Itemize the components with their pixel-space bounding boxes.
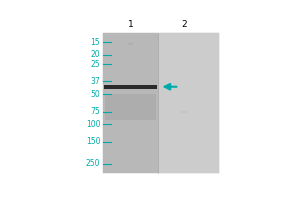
FancyBboxPatch shape [104, 85, 157, 89]
Text: 150: 150 [86, 137, 100, 146]
FancyBboxPatch shape [103, 33, 219, 173]
FancyBboxPatch shape [103, 33, 158, 173]
FancyBboxPatch shape [105, 94, 156, 120]
Text: 1: 1 [128, 20, 134, 29]
Ellipse shape [179, 111, 189, 113]
Text: 250: 250 [86, 159, 100, 168]
Text: 15: 15 [91, 38, 100, 47]
FancyBboxPatch shape [158, 33, 219, 173]
Text: 20: 20 [91, 50, 100, 59]
Text: 50: 50 [91, 90, 100, 99]
Text: 100: 100 [86, 120, 100, 129]
Text: 37: 37 [91, 77, 100, 86]
Text: 2: 2 [181, 20, 187, 29]
Text: 25: 25 [91, 60, 100, 69]
Ellipse shape [127, 43, 134, 45]
Text: 75: 75 [91, 107, 100, 116]
